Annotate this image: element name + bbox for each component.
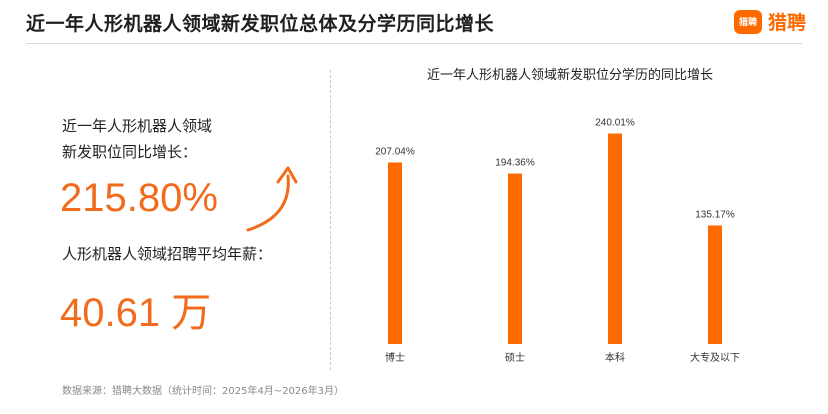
category-tick-label: 大专及以下 [690,351,740,364]
logo-text: 猎聘 [767,12,806,34]
chart-title: 近一年人形机器人领域新发职位分学历的同比增长 [426,68,713,83]
growth-value: 215.80% [60,176,218,220]
growth-label-line1: 近一年人形机器人领域 [62,117,213,135]
bar-chart: 207.04% 博士 194.36% 硕士 240.01% 本科 135.17% 大专及以下 [375,118,740,364]
brand-logo: 猎聘 猎聘 [733,8,806,35]
category-tick-label: 硕士 [505,351,525,364]
bar-4 [708,225,722,344]
page-title: 近一年人形机器人领域新发职位总体及分学历同比增长 [26,13,495,35]
bar-2 [508,173,522,344]
salary-label: 人形机器人领域招聘平均年薪： [62,245,273,263]
logo-badge-icon: 猎聘 [733,9,762,34]
title-divider [26,43,802,44]
data-source-note: 数据来源：猎聘大数据（统计时间：2025年4月~2026年3月） [62,386,345,397]
bar-3 [608,133,622,344]
bar-value-label: 240.01% [595,118,635,129]
section-divider [330,70,331,370]
salary-value: 40.61 万 [60,291,212,335]
curved-up-arrow-icon [246,166,298,232]
bar-1 [388,162,402,344]
bar-value-label: 135.17% [695,209,735,220]
bar-value-label: 207.04% [375,146,415,157]
category-tick-label: 本科 [605,351,625,364]
category-tick-label: 博士 [385,351,405,364]
growth-label-line2: 新发职位同比增长： [62,143,198,161]
bar-value-label: 194.36% [495,158,535,169]
